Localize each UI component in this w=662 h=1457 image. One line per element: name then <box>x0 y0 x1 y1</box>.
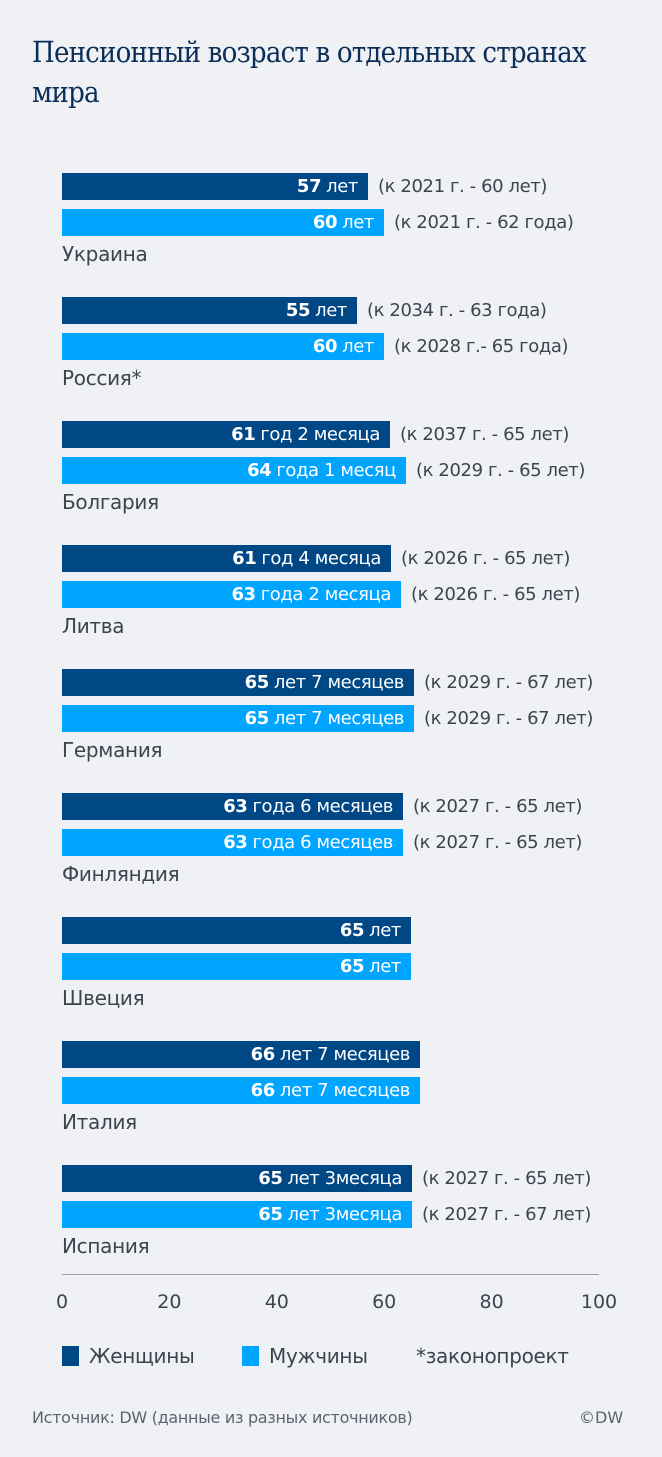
x-axis-line <box>62 1274 599 1275</box>
target-age-note: (к 2026 г. - 65 лет) <box>401 548 570 569</box>
bar-women: 55 лет <box>62 297 357 324</box>
country-label: Швеция <box>62 986 145 1010</box>
target-age-note: (к 2027 г. - 67 лет) <box>422 1204 591 1225</box>
bar-men: 65 лет 7 месяцев <box>62 705 414 732</box>
country-label: Украина <box>62 242 148 266</box>
bar-women: 61 год 4 месяца <box>62 545 391 572</box>
bar-men: 60 лет <box>62 209 384 236</box>
bar-women: 61 год 2 месяца <box>62 421 390 448</box>
bar-value-unit: лет <box>315 300 347 321</box>
bar-value-unit: лет <box>342 336 374 357</box>
bar-women: 57 лет <box>62 173 368 200</box>
country-label: Финляндия <box>62 862 180 886</box>
bar-value-number: 65 <box>258 1168 283 1189</box>
bar-value-number: 66 <box>250 1080 276 1101</box>
bar-value-number: 65 <box>244 708 270 729</box>
bar-value-unit: лет 7 месяцев <box>279 1080 410 1101</box>
bar-women: 65 лет 7 месяцев <box>62 669 414 696</box>
bar-value-unit: лет 7 месяцев <box>273 672 404 693</box>
x-axis-tick-label: 0 <box>55 1291 69 1313</box>
country-label: Болгария <box>62 490 159 514</box>
x-axis-tick-label: 60 <box>372 1291 397 1313</box>
country-label: Литва <box>62 614 125 638</box>
bar-value-number: 60 <box>312 212 338 233</box>
bar-value-unit: лет 3месяца <box>287 1204 403 1225</box>
bar-value-unit: лет 7 месяцев <box>279 1044 410 1065</box>
bar-value-unit: лет <box>342 212 374 233</box>
bar-value-number: 61 <box>231 424 256 445</box>
target-age-note: (к 2029 г. - 67 лет) <box>424 708 593 729</box>
target-age-note: (к 2034 г. - 63 года) <box>367 300 547 321</box>
bar-men: 66 лет 7 месяцев <box>62 1077 420 1104</box>
country-label: Италия <box>62 1110 137 1134</box>
target-age-note: (к 2028 г.- 65 года) <box>394 336 569 357</box>
bar-women: 66 лет 7 месяцев <box>62 1041 420 1068</box>
bar-women: 63 года 6 месяцев <box>62 793 403 820</box>
legend-swatch-women <box>62 1346 79 1366</box>
target-age-note: (к 2021 г. - 60 лет) <box>378 176 547 197</box>
target-age-note: (к 2026 г. - 65 лет) <box>411 584 580 605</box>
bar-men: 63 года 6 месяцев <box>62 829 403 856</box>
legend-footnote-text: *законопроект <box>416 1344 569 1368</box>
x-axis-tick-label: 20 <box>157 1291 182 1313</box>
bar-men: 64 года 1 месяц <box>62 457 406 484</box>
bar-value-number: 57 <box>296 176 322 197</box>
target-age-note: (к 2027 г. - 65 лет) <box>413 832 582 853</box>
x-axis-tick-label: 40 <box>264 1291 289 1313</box>
target-age-note: (к 2037 г. - 65 лет) <box>400 424 569 445</box>
legend-label-men: Мужчины <box>269 1344 368 1368</box>
copyright: ©DW <box>579 1408 624 1427</box>
x-axis-tick-label: 100 <box>580 1291 618 1313</box>
bar-women: 65 лет <box>62 917 411 944</box>
bar-value-number: 65 <box>339 956 365 977</box>
bar-value-unit: лет 7 месяцев <box>273 708 404 729</box>
chart-title: Пенсионный возраст в отдельных странах м… <box>32 35 587 109</box>
bar-value-number: 63 <box>223 832 248 853</box>
legend-swatch-men <box>242 1346 259 1366</box>
bar-value-number: 65 <box>258 1204 283 1225</box>
bar-value-number: 63 <box>231 584 256 605</box>
bar-value-unit: лет 3месяца <box>287 1168 403 1189</box>
bar-value-unit: года 2 месяца <box>260 584 392 605</box>
legend-item-women: Женщины <box>62 1344 195 1368</box>
bar-women: 65 лет 3месяца <box>62 1165 412 1192</box>
bar-value-unit: лет <box>369 920 401 941</box>
bar-men: 65 лет <box>62 953 411 980</box>
bar-value-unit: лет <box>326 176 358 197</box>
legend-item-men: Мужчины <box>242 1344 368 1368</box>
x-axis-tick-label: 80 <box>479 1291 504 1313</box>
country-label: Германия <box>62 738 163 762</box>
bar-value-number: 66 <box>250 1044 276 1065</box>
source-text: Источник: DW (данные из разных источнико… <box>32 1408 413 1427</box>
bar-value-number: 65 <box>244 672 270 693</box>
bar-value-unit: года 1 месяц <box>276 460 396 481</box>
target-age-note: (к 2027 г. - 65 лет) <box>422 1168 591 1189</box>
bar-men: 65 лет 3месяца <box>62 1201 412 1228</box>
bar-value-unit: года 6 месяцев <box>252 832 393 853</box>
legend-label-women: Женщины <box>89 1344 195 1368</box>
bar-value-unit: лет <box>369 956 401 977</box>
target-age-note: (к 2029 г. - 65 лет) <box>416 460 585 481</box>
country-label: Россия* <box>62 366 142 390</box>
bar-value-unit: года 6 месяцев <box>252 796 393 817</box>
bar-value-number: 55 <box>285 300 311 321</box>
country-label: Испания <box>62 1234 150 1258</box>
target-age-note: (к 2021 г. - 62 года) <box>394 212 574 233</box>
target-age-note: (к 2029 г. - 67 лет) <box>424 672 593 693</box>
target-age-note: (к 2027 г. - 65 лет) <box>413 796 582 817</box>
bar-value-number: 63 <box>223 796 248 817</box>
bar-value-number: 60 <box>312 336 338 357</box>
bar-value-unit: год 2 месяца <box>260 424 380 445</box>
bar-value-unit: год 4 месяца <box>261 548 381 569</box>
legend-footnote: *законопроект <box>416 1344 569 1368</box>
bar-men: 60 лет <box>62 333 384 360</box>
bar-men: 63 года 2 месяца <box>62 581 401 608</box>
bar-value-number: 65 <box>339 920 365 941</box>
bar-value-number: 61 <box>232 548 257 569</box>
bar-value-number: 64 <box>247 460 272 481</box>
